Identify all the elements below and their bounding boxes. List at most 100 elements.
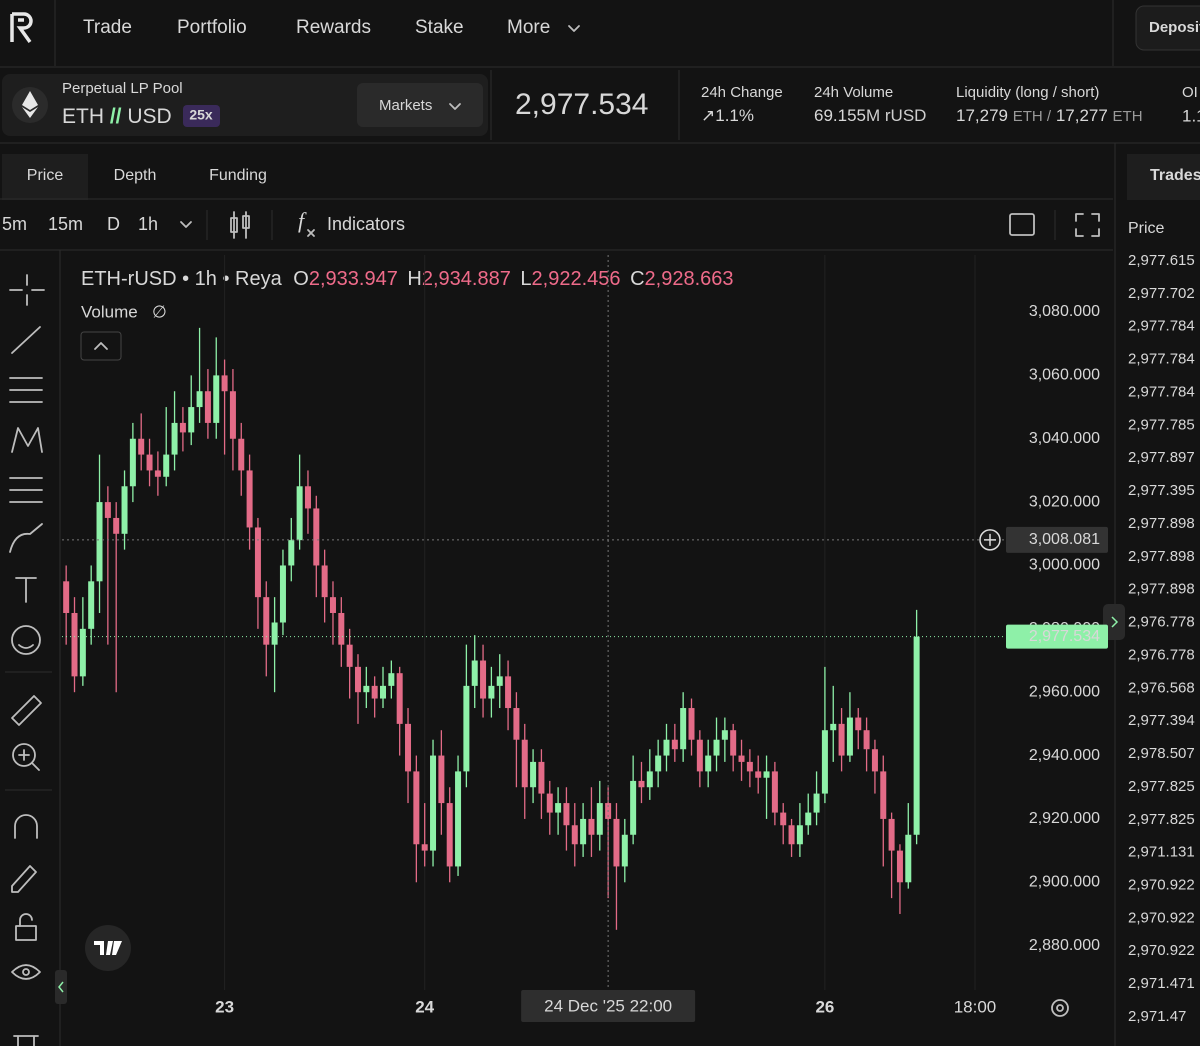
- crosshair-y-label: 3,008.081: [1029, 531, 1100, 548]
- trade-price: 2,971.471: [1128, 975, 1195, 992]
- chart-type-icon[interactable]: [230, 211, 250, 239]
- nav-item[interactable]: Stake: [415, 17, 464, 38]
- interval[interactable]: 5m: [2, 214, 27, 234]
- y-tick-label: 2,880.000: [1029, 937, 1100, 954]
- candle-body: [855, 717, 862, 731]
- candle-body: [863, 730, 870, 750]
- crosshair-tool[interactable]: [9, 274, 45, 306]
- ruler-tool[interactable]: [11, 695, 42, 726]
- lock-tool[interactable]: [15, 925, 37, 941]
- fullscreen-icon[interactable]: [1075, 213, 1100, 237]
- candle-body: [371, 685, 378, 699]
- trade-price: 2,977.615: [1128, 252, 1195, 269]
- y-tick-label: 3,020.000: [1029, 493, 1100, 510]
- tab[interactable]: Trades: [1150, 167, 1200, 184]
- markets-button[interactable]: [357, 83, 483, 127]
- candle-body: [388, 673, 395, 686]
- nav-item[interactable]: Portfolio: [177, 17, 247, 38]
- trade-price: 2,977.784: [1128, 383, 1195, 400]
- candle-body: [338, 612, 345, 645]
- interval[interactable]: 15m: [48, 214, 83, 234]
- stat-value: 1.1: [1182, 106, 1200, 125]
- interval[interactable]: D: [107, 214, 120, 234]
- nav-item[interactable]: Rewards: [296, 17, 371, 38]
- candle-body: [630, 780, 637, 835]
- lock-draw-tool[interactable]: [11, 865, 37, 893]
- delete-tool[interactable]: [13, 1035, 39, 1046]
- brush-tool[interactable]: [9, 523, 43, 553]
- candle-body: [780, 812, 787, 826]
- trade-price: 2,977.898: [1128, 548, 1195, 565]
- crosshair-y-tag: [1006, 526, 1108, 553]
- tab[interactable]: Funding: [209, 167, 267, 184]
- scroll-right[interactable]: [1103, 604, 1125, 640]
- tab[interactable]: Depth: [114, 167, 157, 184]
- nav-item[interactable]: Trade: [83, 17, 132, 38]
- quote: USD: [127, 105, 171, 128]
- magnet-tool[interactable]: [14, 814, 38, 839]
- nav-item[interactable]: More: [507, 17, 550, 38]
- candle-body: [730, 730, 737, 756]
- chevron: [568, 25, 580, 32]
- fib-tool[interactable]: [9, 377, 43, 403]
- candle-body: [913, 636, 920, 835]
- stat-value: 17,279 ETH / 17,277 ETH: [956, 106, 1143, 125]
- candle-body: [721, 730, 728, 740]
- candle-body: [705, 755, 712, 772]
- candle-body: [671, 739, 678, 750]
- stat-label: 24h Change: [701, 84, 783, 101]
- trade-price: 2,977.897: [1128, 449, 1195, 466]
- trade-price: 2,970.922: [1128, 876, 1195, 893]
- candle-body: [296, 486, 303, 541]
- stat-label: 24h Volume: [814, 84, 893, 101]
- emoji-tool[interactable]: [11, 625, 41, 655]
- candle-body: [288, 540, 295, 566]
- fx-icon[interactable]: f: [298, 208, 307, 233]
- prediction-tool[interactable]: [9, 477, 43, 503]
- candle-body: [696, 739, 703, 772]
- deposit-label[interactable]: Deposit: [1149, 19, 1200, 36]
- candle-body: [805, 812, 812, 826]
- stat-value: 69.155M rUSD: [814, 106, 926, 125]
- hide-tool[interactable]: [11, 964, 41, 980]
- candle-body: [271, 622, 278, 645]
- candle-body: [513, 708, 520, 740]
- deposit-button[interactable]: [1135, 5, 1200, 51]
- trade-price: 2,976.778: [1128, 614, 1195, 631]
- collapse-toolbar[interactable]: [55, 970, 67, 1004]
- candle-body: [96, 502, 103, 582]
- tab[interactable]: Price: [27, 167, 64, 184]
- trade-price: 2,971.131: [1128, 844, 1195, 861]
- candle-body: [204, 391, 211, 423]
- line-tool[interactable]: [11, 326, 41, 354]
- stat-label: OI: [1182, 84, 1198, 101]
- interval[interactable]: 1h: [138, 214, 158, 234]
- collapse-legend[interactable]: [80, 331, 122, 361]
- candle-body: [329, 597, 336, 613]
- logo[interactable]: [10, 12, 33, 44]
- candle-body: [530, 761, 537, 788]
- settings-icon[interactable]: [1051, 999, 1069, 1017]
- ohlc-key: L: [520, 268, 531, 290]
- chevron: [180, 221, 192, 228]
- volume-hidden[interactable]: ∅: [152, 302, 167, 321]
- indicators[interactable]: Indicators: [327, 214, 405, 234]
- chart-title: ETH-rUSD • 1h • Reya: [81, 268, 283, 290]
- text-tool[interactable]: [15, 577, 37, 603]
- layout-icon[interactable]: [1009, 213, 1035, 236]
- candle-body: [304, 486, 311, 509]
- emoji-smile: [18, 644, 34, 649]
- eye-pupil: [22, 968, 30, 976]
- candle-body: [596, 803, 603, 835]
- pair-sep: //: [110, 105, 122, 128]
- markets-label[interactable]: Markets: [379, 97, 432, 114]
- candle-body: [63, 581, 70, 613]
- candle-body: [580, 818, 587, 845]
- candle-body: [888, 818, 895, 851]
- zoom-tool[interactable]: [12, 743, 36, 767]
- candle-body: [821, 730, 828, 794]
- candle-body: [838, 723, 845, 756]
- candle-body: [755, 771, 762, 778]
- pattern-tool[interactable]: [11, 427, 43, 453]
- candle-body: [313, 508, 320, 566]
